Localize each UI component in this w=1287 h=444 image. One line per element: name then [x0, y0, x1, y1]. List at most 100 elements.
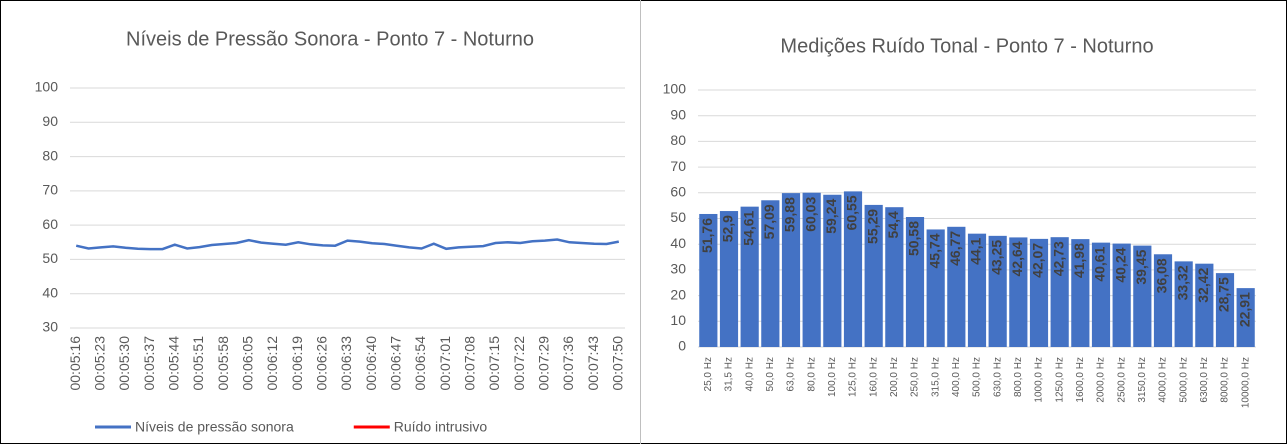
x-tick-label: 5000,0 Hz: [1178, 357, 1189, 403]
x-tick-label: 00:05:51: [190, 336, 206, 391]
x-tick-label: 00:07:08: [462, 336, 478, 391]
data-label: 42,73: [1050, 241, 1066, 276]
data-label: 54,61: [740, 210, 756, 245]
data-label: 40,61: [1092, 246, 1108, 281]
y-tick-label: 60: [670, 184, 686, 200]
y-tick-label: 10: [670, 312, 686, 328]
x-tick-label: 4000,0 Hz: [1158, 357, 1169, 403]
data-label: 60,03: [802, 197, 818, 232]
x-tick-label: 00:07:43: [585, 336, 601, 391]
x-tick-label: 1600,0 Hz: [1075, 357, 1086, 403]
y-tick-label: 80: [42, 147, 58, 163]
x-tick-label: 00:05:58: [215, 336, 231, 391]
x-tick-label: 31,5 Hz: [724, 357, 735, 391]
bar: [843, 191, 863, 347]
data-label: 42,64: [1009, 241, 1025, 276]
y-tick-label: 60: [42, 216, 58, 232]
bar: [885, 207, 904, 347]
y-tick-label: 70: [670, 158, 686, 174]
data-label: 33,32: [1174, 265, 1190, 300]
y-tick-label: 90: [42, 113, 58, 129]
data-label: 59,24: [823, 199, 839, 234]
x-tick-label: 630,0 Hz: [992, 357, 1003, 397]
chart-title: Medições Ruído Tonal - Ponto 7 - Noturno: [780, 35, 1153, 57]
x-tick-label: 00:06:40: [363, 336, 379, 391]
x-tick-label: 2500,0 Hz: [1116, 357, 1127, 403]
x-tick-label: 00:07:15: [486, 336, 502, 391]
data-label: 51,76: [699, 218, 715, 253]
data-label: 28,75: [1216, 277, 1232, 312]
y-tick-label: 30: [42, 319, 58, 335]
x-tick-label: 00:07:22: [511, 336, 527, 391]
y-tick-label: 30: [670, 261, 686, 277]
x-tick-label: 00:07:36: [560, 336, 576, 391]
y-tick-label: 70: [42, 182, 58, 198]
y-tick-label: 80: [670, 132, 686, 148]
x-tick-label: 1000,0 Hz: [1034, 357, 1045, 403]
y-tick-label: 40: [670, 235, 686, 251]
x-tick-label: 63,0 Hz: [786, 357, 797, 391]
y-tick-label: 100: [35, 79, 59, 95]
x-tick-label: 00:06:54: [412, 336, 428, 391]
data-label: 44,1: [968, 237, 984, 264]
bar: [1050, 237, 1069, 347]
bar: [1071, 239, 1090, 347]
x-tick-label: 400,0 Hz: [951, 357, 962, 397]
x-tick-label: 00:07:29: [536, 336, 552, 391]
bar: [864, 204, 883, 347]
bar: [1174, 261, 1193, 347]
x-tick-label: 500,0 Hz: [972, 357, 983, 397]
bar: [926, 229, 945, 347]
x-tick-label: 00:06:47: [388, 336, 404, 391]
x-tick-label: 00:07:50: [610, 336, 626, 391]
data-label: 52,9: [720, 215, 736, 242]
bar: [1029, 238, 1049, 347]
x-tick-label: 2000,0 Hz: [1096, 357, 1107, 403]
bar: [1215, 273, 1235, 347]
x-tick-label: 1250,0 Hz: [1054, 357, 1065, 403]
data-label: 46,77: [947, 231, 963, 266]
x-tick-label: 80,0 Hz: [806, 357, 817, 391]
bar: [699, 213, 718, 347]
x-tick-label: 250,0 Hz: [910, 357, 921, 397]
x-tick-label: 3150,0 Hz: [1137, 357, 1148, 403]
y-tick-label: 20: [670, 286, 686, 302]
data-label: 43,25: [988, 240, 1004, 275]
x-tick-label: 10000,0 Hz: [1240, 357, 1251, 408]
data-label: 42,07: [1030, 243, 1046, 278]
legend-label: Ruído intrusivo: [394, 419, 488, 435]
y-tick-label: 0: [678, 338, 686, 354]
data-label: 45,74: [926, 233, 942, 268]
bar: [988, 235, 1007, 347]
bar: [1091, 242, 1111, 347]
x-tick-label: 00:06:19: [289, 336, 305, 391]
x-tick-label: 315,0 Hz: [930, 357, 941, 397]
bar: [719, 211, 739, 347]
bar: [761, 200, 780, 347]
bar: [1133, 245, 1152, 347]
data-label: 39,45: [1133, 249, 1149, 284]
x-tick-label: 8000,0 Hz: [1220, 357, 1231, 403]
x-tick-label: 00:05:37: [141, 336, 157, 391]
x-tick-label: 25,0 Hz: [703, 357, 714, 391]
data-label: 59,88: [782, 197, 798, 232]
data-label: 22,91: [1236, 292, 1252, 327]
data-label: 41,98: [1071, 243, 1087, 278]
data-line: [75, 238, 620, 251]
y-tick-label: 100: [663, 81, 687, 97]
x-tick-label: 00:06:05: [240, 336, 256, 391]
data-label: 40,24: [1112, 247, 1128, 282]
chart-title: Níveis de Pressão Sonora - Ponto 7 - Not…: [126, 28, 534, 50]
bar: [947, 226, 966, 347]
data-label: 55,29: [864, 209, 880, 244]
y-tick-label: 50: [42, 250, 58, 266]
bar: [1153, 254, 1173, 347]
y-tick-label: 40: [42, 284, 58, 300]
legend-label: Níveis de pressão sonora: [135, 419, 294, 435]
data-label: 50,58: [906, 221, 922, 256]
data-label: 32,42: [1195, 267, 1211, 302]
x-tick-label: 00:05:16: [67, 336, 83, 391]
x-tick-label: 6300,0 Hz: [1199, 357, 1210, 403]
bar: [967, 233, 987, 347]
